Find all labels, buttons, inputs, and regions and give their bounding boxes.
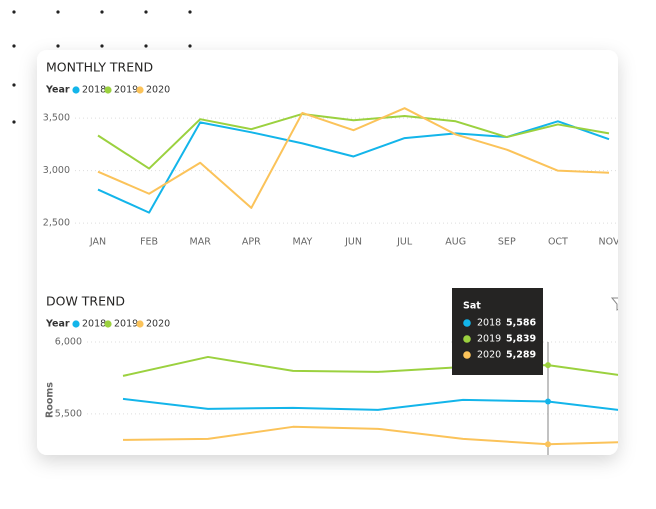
- legend-swatch: [72, 320, 80, 328]
- x-tick-label: MAY: [293, 237, 313, 248]
- series-line: [97, 112, 610, 170]
- y-tick-label: 6,000: [55, 336, 82, 347]
- legend-label: 2019: [114, 85, 138, 96]
- legend-swatch: [72, 86, 80, 94]
- tooltip-swatch: [463, 351, 471, 359]
- legend-swatch: [136, 320, 144, 328]
- tooltip-swatch: [463, 335, 471, 343]
- x-tick-label: AUG: [445, 237, 466, 248]
- y-tick-label: 5,500: [55, 408, 82, 419]
- tooltip-value: 5,289: [506, 350, 536, 361]
- legend-label: 2019: [114, 319, 138, 330]
- x-tick-label: JAN: [89, 237, 106, 248]
- hover-point: [545, 362, 551, 369]
- x-tick-label: SEP: [498, 237, 516, 248]
- legend-label: 2018: [82, 319, 106, 330]
- legend-swatch: [104, 320, 112, 328]
- series-line: [97, 107, 610, 209]
- chart-title: DOW TREND: [46, 294, 125, 309]
- y-axis-label: Rooms: [45, 382, 56, 418]
- tooltip-title: Sat: [463, 301, 481, 312]
- chart-title: MONTHLY TREND: [46, 60, 153, 75]
- x-tick-label: OCT: [548, 237, 568, 248]
- x-tick-label: APR: [242, 237, 261, 248]
- filter-icon: [610, 297, 618, 311]
- x-tick-label: JUN: [344, 237, 362, 248]
- legend-swatch: [104, 86, 112, 94]
- tooltip-value: 5,839: [506, 334, 536, 345]
- x-tick-label: JUL: [396, 237, 413, 248]
- series-line: [97, 120, 610, 214]
- x-tick-label: FEB: [140, 237, 158, 248]
- tooltip-value: 5,586: [506, 318, 536, 329]
- legend-swatch: [136, 86, 144, 94]
- tooltip-name: 2018: [477, 318, 501, 329]
- legend-title: Year: [45, 85, 70, 96]
- x-tick-label: MAR: [190, 237, 212, 248]
- tooltip-swatch: [463, 319, 471, 327]
- tooltip-name: 2020: [477, 350, 501, 361]
- card: [37, 50, 618, 455]
- legend-title: Year: [45, 319, 70, 330]
- legend-label: 2018: [82, 85, 106, 96]
- hover-point: [545, 441, 551, 448]
- decor-dots: [12, 10, 192, 124]
- y-tick-label: 3,500: [43, 113, 70, 124]
- x-tick-label: NOV: [599, 237, 620, 248]
- tooltip-box: [452, 288, 543, 375]
- legend-label: 2020: [146, 85, 170, 96]
- card-content: MONTHLY TREND Year 2018 2019 2020 2,500 3,000 3…: [43, 60, 620, 455]
- legend-label: 2020: [146, 319, 170, 330]
- y-tick-label: 3,000: [43, 165, 70, 176]
- y-tick-label: 2,500: [43, 218, 70, 229]
- tooltip-name: 2019: [477, 334, 501, 345]
- tooltip: Sat 2018 5,586 2019 5,839 2020 5,289: [452, 288, 543, 375]
- hover-point: [545, 398, 551, 405]
